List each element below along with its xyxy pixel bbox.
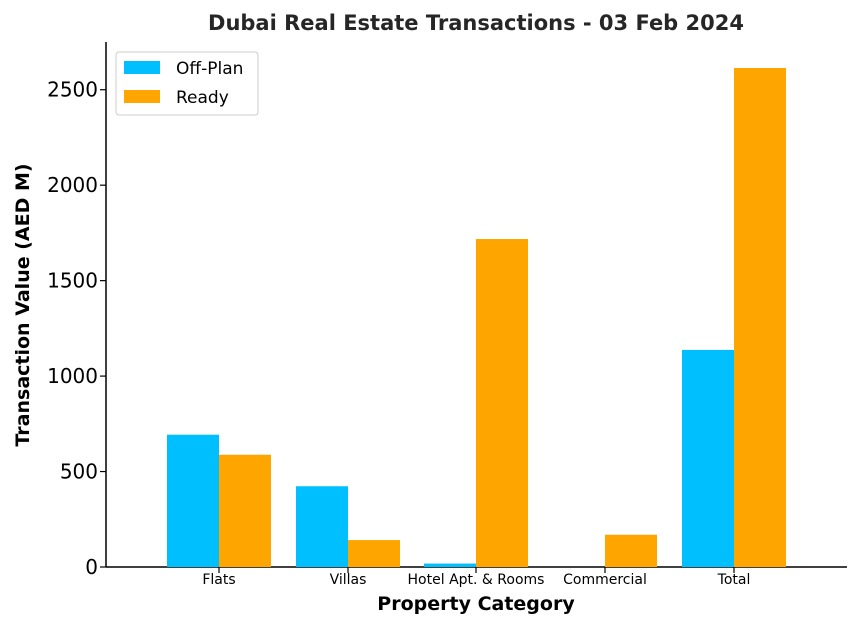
x-tick-label: Commercial — [563, 572, 647, 588]
bar-ready-flats — [219, 454, 271, 567]
x-tick-label: Villas — [330, 572, 367, 588]
x-ticks: Flats Villas Hotel Apt. & Rooms Commercial T… — [202, 567, 750, 588]
y-tick-label: 1500 — [47, 269, 98, 293]
y-axis-label: Transaction Value (AED M) — [12, 163, 34, 446]
legend-label-off-plan: Off-Plan — [176, 59, 243, 79]
y-ticks: 0 500 1000 1500 2000 2500 — [47, 78, 106, 579]
bar-ready-commercial — [605, 534, 657, 567]
x-tick-label: Hotel Apt. & Rooms — [408, 572, 545, 588]
y-tick-label: 2500 — [47, 78, 98, 102]
legend: Off-Plan Ready — [115, 51, 259, 116]
bar-off-plan-flats — [167, 434, 219, 567]
x-axis-label: Property Category — [377, 593, 575, 615]
plot-area: 0 500 1000 1500 2000 2500 Flats Villas Hotel Ap… — [47, 42, 847, 588]
legend-swatch-off-plan — [124, 61, 160, 74]
bars — [167, 67, 786, 568]
y-tick-label: 500 — [60, 460, 98, 484]
bar-ready-hotel-apt-rooms — [476, 239, 528, 567]
y-tick-label: 2000 — [47, 173, 98, 197]
chart-title: Dubai Real Estate Transactions - 03 Feb … — [208, 11, 744, 35]
x-tick-label: Flats — [202, 572, 235, 588]
legend-label-ready: Ready — [176, 88, 229, 108]
legend-swatch-ready — [124, 90, 160, 103]
y-tick-label: 0 — [85, 555, 98, 579]
x-tick-label: Total — [717, 572, 751, 588]
bar-off-plan-hotel-apt-rooms — [424, 563, 476, 567]
bar-off-plan-total — [682, 349, 734, 567]
bar-off-plan-villas — [296, 486, 348, 567]
y-tick-label: 1000 — [47, 364, 98, 388]
bar-ready-total — [734, 67, 786, 568]
bar-ready-villas — [348, 540, 400, 567]
